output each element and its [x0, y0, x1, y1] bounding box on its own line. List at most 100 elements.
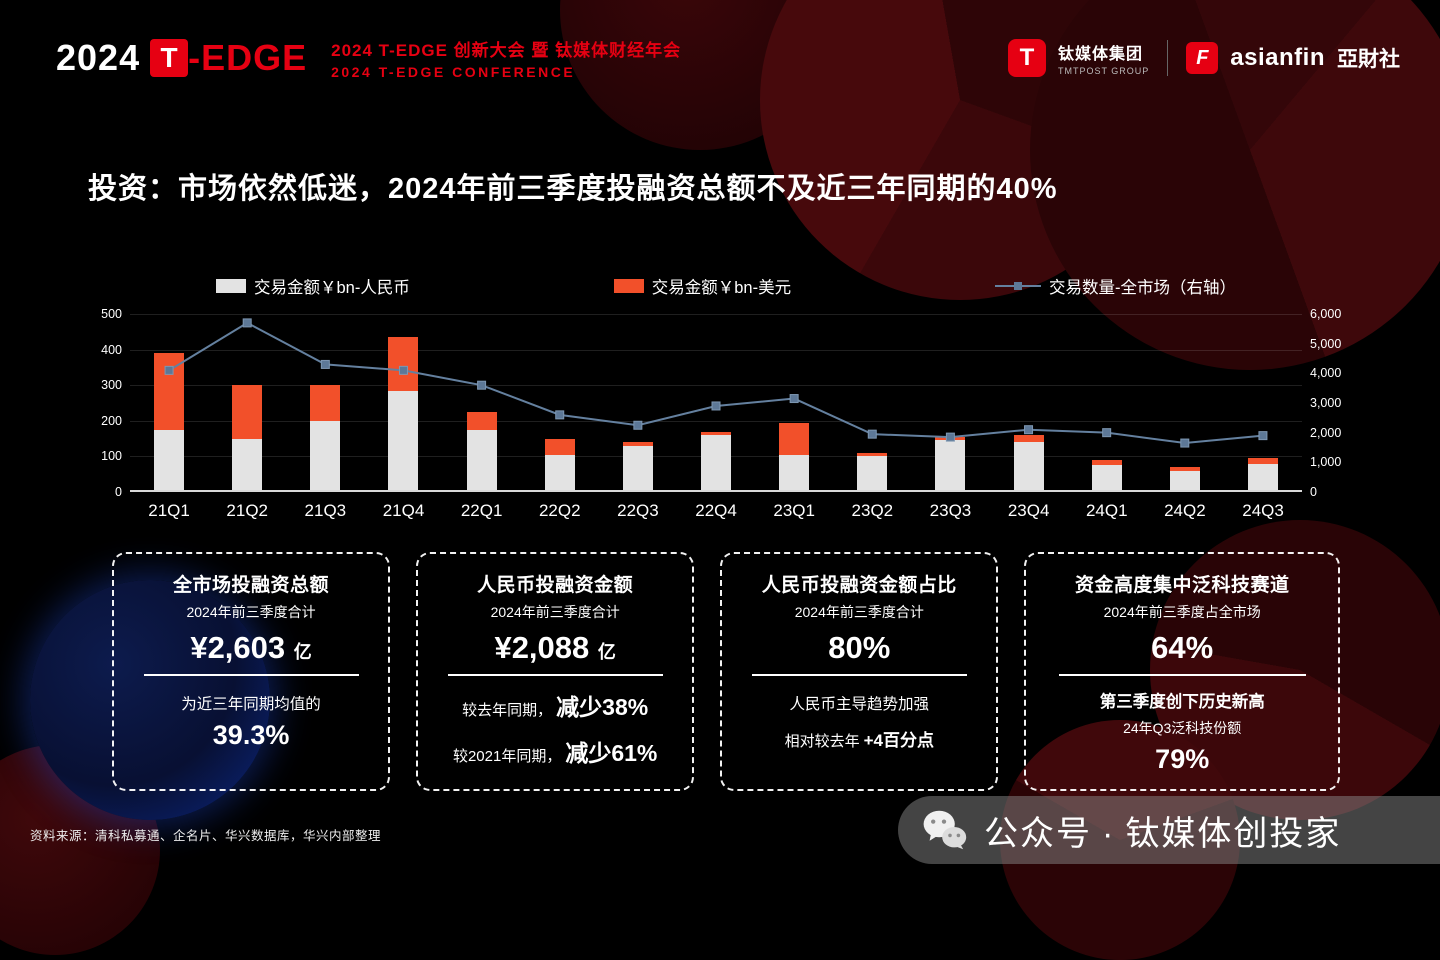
card-subtitle: 2024年前三季度占全市场 — [1103, 604, 1261, 620]
bar-column-22Q2 — [521, 314, 599, 492]
x-axis-label: 23Q4 — [1007, 501, 1050, 520]
left-axis-tick: 0 — [115, 485, 122, 499]
card-note: 为近三年同期均值的 — [181, 696, 321, 713]
rmb-bar-segment — [1013, 442, 1044, 492]
wechat-sep: · — [1102, 814, 1116, 853]
rmb-bar-segment — [1091, 465, 1122, 492]
x-axis-label: 22Q1 — [460, 501, 503, 520]
line-marker — [633, 420, 643, 430]
chart-legend: 交易金额￥bn-人民币 交易金额￥bn-美元 交易数量-全市场（右轴） — [86, 274, 1356, 298]
usd-bar-segment — [466, 411, 497, 430]
card-value-number: ¥2,603 — [190, 630, 286, 665]
logo-edge-text: -EDGE — [188, 37, 308, 78]
stat-card-rmb-funding: 人民币投融资金额 2024年前三季度合计 ¥2,088 亿 较去年同期， 减少3… — [416, 552, 695, 791]
right-axis: 6,000 5,000 4,000 3,000 2,000 1,000 0 — [1302, 307, 1356, 499]
rmb-bar-segment — [701, 435, 732, 492]
row-label: 较去年同期， — [462, 702, 553, 719]
gridline — [130, 349, 1302, 351]
legend-label-count: 交易数量-全市场（右轴） — [1049, 279, 1236, 297]
bar-column-21Q2 — [208, 314, 286, 492]
x-axis-labels: 21Q1 21Q2 21Q3 21Q4 22Q1 22Q2 22Q3 22Q4 23Q1 23Q2… — [130, 501, 1302, 521]
usd-bar-segment — [701, 431, 732, 436]
header-divider — [1167, 40, 1169, 76]
stat-card-total-funding: 全市场投融资总额 2024年前三季度合计 ¥2,603 亿 为近三年同期均值的 … — [112, 552, 391, 791]
rmb-swatch-icon — [216, 279, 246, 293]
stat-cards: 全市场投融资总额 2024年前三季度合计 ¥2,603 亿 为近三年同期均值的 … — [112, 552, 1341, 791]
x-axis-label: 24Q1 — [1085, 501, 1128, 520]
x-axis-label: 22Q2 — [538, 501, 581, 520]
plot-area: 21Q1 21Q2 21Q3 21Q4 22Q1 22Q2 22Q3 22Q4 23Q1 23Q2… — [130, 314, 1302, 520]
bar-column-21Q3 — [286, 314, 364, 492]
conference-subtitle-cn: 2024 T-EDGE 创新大会 暨 钛媒体财经年会 — [331, 41, 682, 60]
bar-column-21Q1 — [130, 314, 208, 492]
line-marker — [789, 394, 799, 404]
header: 2024 T -EDGE 2024 T-EDGE 创新大会 暨 钛媒体财经年会 … — [56, 36, 1400, 80]
x-axis-label: 21Q2 — [226, 501, 268, 520]
card-divider — [1058, 674, 1306, 676]
bg-circle-red-3 — [1030, 0, 1440, 370]
wechat-account-name: 公众号 · 钛媒体创投家 — [984, 806, 1341, 855]
x-axis-label: 22Q3 — [617, 501, 659, 520]
x-axis-label: 22Q4 — [695, 501, 737, 520]
left-axis-tick: 200 — [101, 413, 122, 428]
logo-year: 2024 — [56, 37, 141, 78]
legend-label-usd: 交易金额￥bn-美元 — [651, 279, 792, 297]
card-note: 第三季度创下历史新高 — [1099, 693, 1265, 711]
card-subtitle: 2024年前三季度合计 — [794, 604, 924, 620]
card-title: 人民币投融资金额占比 — [761, 575, 957, 596]
bar-column-22Q3 — [599, 314, 677, 492]
left-axis-tick: 100 — [101, 449, 122, 464]
rmb-bar-segment — [310, 420, 341, 492]
tedge-logo: 2024 T -EDGE — [56, 37, 307, 79]
bar-column-21Q4 — [364, 314, 442, 492]
left-axis-tick: 400 — [101, 342, 122, 357]
x-axis-label: 21Q4 — [382, 501, 425, 520]
bar-series — [130, 314, 1302, 492]
card-divider — [751, 674, 967, 676]
row-label: 相对较去年 — [784, 733, 860, 750]
usd-bar-segment — [232, 385, 263, 439]
gridline — [130, 314, 1302, 315]
line-marker — [242, 318, 252, 328]
legend-label-rmb: 交易金额￥bn-人民币 — [254, 279, 410, 297]
right-axis-tick: 4,000 — [1310, 366, 1342, 381]
chart: 交易金额￥bn-人民币 交易金额￥bn-美元 交易数量-全市场（右轴） 500 4… — [86, 274, 1356, 520]
usd-bar-segment — [1248, 458, 1279, 464]
chart-body: 500 400 300 200 100 0 21Q1 21Q2 21Q3 21Q4 22Q1 22Q… — [86, 307, 1356, 520]
line-marker — [1024, 425, 1034, 435]
x-axis-label: 21Q1 — [148, 501, 190, 520]
line-marker — [398, 365, 408, 375]
card-note-value: 39.3% — [212, 720, 290, 750]
page-title: 投资：市场依然低迷，2024年前三季度投融资总额不及近三年同期的40% — [88, 173, 1058, 206]
line-marker — [1102, 428, 1112, 438]
line-marker — [1180, 438, 1190, 448]
usd-bar-segment — [544, 438, 575, 455]
card-note-value: 79% — [1155, 744, 1210, 774]
right-axis-tick: 0 — [1310, 485, 1317, 499]
row-value: 减少38% — [556, 694, 649, 720]
rmb-bar-segment — [466, 429, 497, 492]
line-marker — [320, 359, 330, 369]
bar-column-22Q1 — [443, 314, 521, 492]
card-row-vs2021: 较2021年同期， 减少61% — [430, 734, 680, 768]
count-line-series — [164, 318, 1268, 448]
rmb-bar-segment — [388, 390, 419, 492]
usd-bar-segment — [622, 442, 653, 446]
rmb-bar-segment — [154, 429, 185, 492]
wechat-name: 钛媒体创投家 — [1125, 814, 1342, 853]
usd-bar-segment — [779, 422, 810, 455]
wechat-icon — [923, 810, 967, 850]
rmb-bar-segment — [1169, 470, 1200, 492]
row-value: 减少61% — [565, 740, 658, 766]
asianfin-logo-icon: F — [1186, 42, 1219, 74]
card-value-number: ¥2,088 — [494, 630, 590, 665]
usd-bar-segment — [1091, 459, 1122, 466]
card-title: 资金高度集中泛科技赛道 — [1074, 575, 1290, 596]
conference-subtitle-en: 2024 T-EDGE CONFERENCE — [331, 64, 576, 80]
x-axis-label: 21Q3 — [304, 501, 347, 520]
card-row-delta: 相对较去年 +4百分点 — [734, 726, 984, 751]
header-brand-area: T 钛媒体集团 TMTPOST GROUP F asianfin 亞財社 — [1007, 39, 1400, 77]
usd-bar-segment — [310, 385, 341, 421]
card-value-unit: 亿 — [293, 642, 312, 662]
card-note: 人民币主导趋势加强 — [789, 696, 930, 713]
